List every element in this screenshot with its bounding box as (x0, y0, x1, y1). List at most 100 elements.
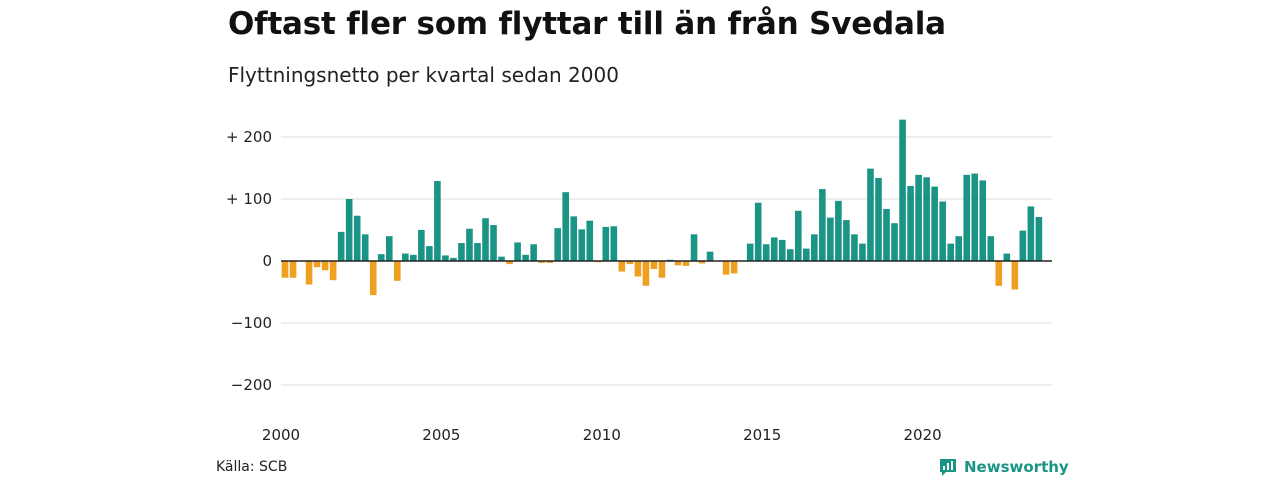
y-axis-labels: + 200 + 100 0 −100 −200 (226, 128, 272, 394)
bar (907, 185, 914, 261)
bar (1019, 230, 1027, 261)
bar (867, 168, 874, 261)
bar (883, 208, 890, 261)
bar (385, 236, 393, 261)
bar (971, 173, 979, 261)
y-tick-label: + 100 (226, 190, 272, 208)
bar (698, 261, 706, 264)
bar (1011, 261, 1019, 290)
x-tick-label: 2015 (743, 426, 781, 444)
bar (434, 181, 441, 261)
bar (690, 234, 698, 261)
bar (610, 226, 618, 261)
bar (474, 243, 481, 261)
bar (794, 210, 802, 261)
bar (530, 244, 537, 261)
x-tick-label: 2005 (422, 426, 460, 444)
y-tick-label: 0 (262, 252, 272, 270)
bar (851, 234, 858, 261)
bar (835, 200, 842, 261)
bar (931, 186, 938, 261)
bar (466, 228, 473, 261)
y-tick-label: + 200 (226, 128, 272, 146)
bar (891, 223, 898, 261)
bar (562, 192, 570, 261)
bar (762, 244, 770, 261)
bar (923, 177, 930, 261)
bar (353, 215, 361, 261)
bar (1027, 206, 1035, 261)
bar (313, 261, 321, 268)
bar (522, 254, 529, 261)
brand-name: Newsworthy (964, 458, 1069, 476)
bar (987, 236, 995, 261)
bar (289, 261, 297, 278)
bar (1003, 253, 1011, 261)
source-note: Källa: SCB (216, 459, 288, 475)
bar (827, 217, 834, 261)
bar (345, 199, 353, 261)
bar (682, 261, 690, 266)
bar (939, 201, 946, 261)
bar (377, 254, 385, 261)
bar (754, 202, 762, 261)
bar (490, 225, 497, 261)
bar (674, 261, 682, 266)
bar (305, 261, 313, 285)
bar (706, 251, 714, 261)
bar (426, 246, 433, 261)
bar (506, 261, 513, 265)
chart-subtitle: Flyttningsnetto per kvartal sedan 2000 (228, 63, 619, 87)
bar (361, 234, 369, 261)
y-tick-label: −100 (231, 314, 272, 332)
bar (329, 261, 337, 281)
bar (786, 249, 794, 261)
bar (995, 261, 1003, 286)
bar (722, 261, 730, 275)
newsworthy-logo-icon (940, 459, 956, 476)
y-tick-label: −200 (231, 376, 272, 394)
bar (418, 230, 425, 261)
bar (402, 253, 409, 261)
x-tick-label: 2020 (904, 426, 942, 444)
bar (369, 261, 377, 296)
bar (642, 261, 650, 286)
bar (746, 243, 754, 261)
bar (442, 255, 449, 261)
bar (570, 216, 578, 261)
bar (778, 239, 786, 261)
bar (538, 261, 545, 263)
bar (498, 256, 505, 261)
bar (979, 180, 987, 261)
bar (819, 189, 826, 261)
bar (803, 248, 810, 261)
bar (586, 220, 594, 261)
bar (337, 231, 345, 261)
x-tick-label: 2010 (583, 426, 621, 444)
bar (618, 261, 626, 272)
bar (410, 254, 417, 261)
bar (281, 261, 289, 278)
bar (658, 261, 666, 278)
bar (650, 261, 658, 270)
bar (899, 119, 906, 261)
bar (1035, 216, 1043, 261)
bar (546, 261, 553, 263)
bar (393, 261, 401, 281)
chart-title: Oftast fler som flyttar till än från Sve… (228, 6, 946, 42)
brand-logo[interactable]: Newsworthy (938, 457, 1069, 477)
bar (458, 243, 465, 261)
bar (634, 261, 642, 277)
bar (843, 220, 850, 261)
bar (626, 261, 634, 265)
bar (578, 229, 586, 261)
bar (947, 243, 954, 261)
bar (450, 257, 457, 261)
bar (770, 237, 778, 261)
bar (915, 174, 922, 261)
bar (321, 261, 329, 271)
x-axis-labels: 2000 2005 2010 2015 2020 (262, 426, 942, 444)
bar (963, 174, 971, 261)
bar (482, 218, 489, 261)
